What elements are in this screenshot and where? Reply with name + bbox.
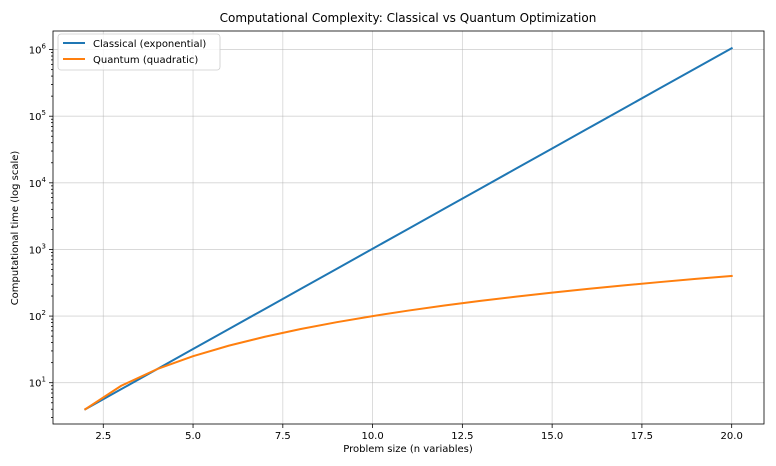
legend: Classical (exponential) Quantum (quadrati… [57, 33, 221, 71]
legend-box [57, 33, 221, 71]
x-tick-label: 17.5 [631, 431, 653, 442]
x-tick-label: 20.0 [721, 431, 743, 442]
series-group [83, 46, 734, 411]
x-tick-label: 15.0 [541, 431, 563, 442]
x-tick-label: 12.5 [451, 431, 473, 442]
x-tick-label: 7.5 [275, 431, 291, 442]
legend-label: Quantum (quadratic) [93, 55, 198, 66]
legend-label: Classical (exponential) [93, 39, 206, 50]
grid [53, 31, 764, 424]
x-axis: 2.5 5.0 7.5 10.0 12.5 15.0 17.5 20.0 [95, 424, 743, 442]
y-tick-label: 104 [29, 176, 47, 190]
x-tick-label: 5.0 [185, 431, 201, 442]
y-tick-label: 103 [29, 242, 46, 256]
y-axis-label: Computational time (log scale) [10, 151, 21, 306]
series-line-1 [83, 46, 734, 411]
series-line-2 [83, 274, 733, 411]
y-tick-label: 101 [29, 376, 46, 390]
x-tick-label: 10.0 [361, 431, 383, 442]
x-axis-label: Problem size (n variables) [343, 444, 473, 455]
y-tick-label: 105 [29, 109, 46, 123]
y-tick-label: 102 [29, 309, 46, 323]
chart-title: Computational Complexity: Classical vs Q… [220, 11, 597, 25]
y-axis: 101 102 103 104 105 106 [29, 43, 53, 418]
x-tick-label: 2.5 [95, 431, 111, 442]
y-tick-label: 106 [29, 43, 47, 57]
plot-frame [52, 30, 765, 425]
